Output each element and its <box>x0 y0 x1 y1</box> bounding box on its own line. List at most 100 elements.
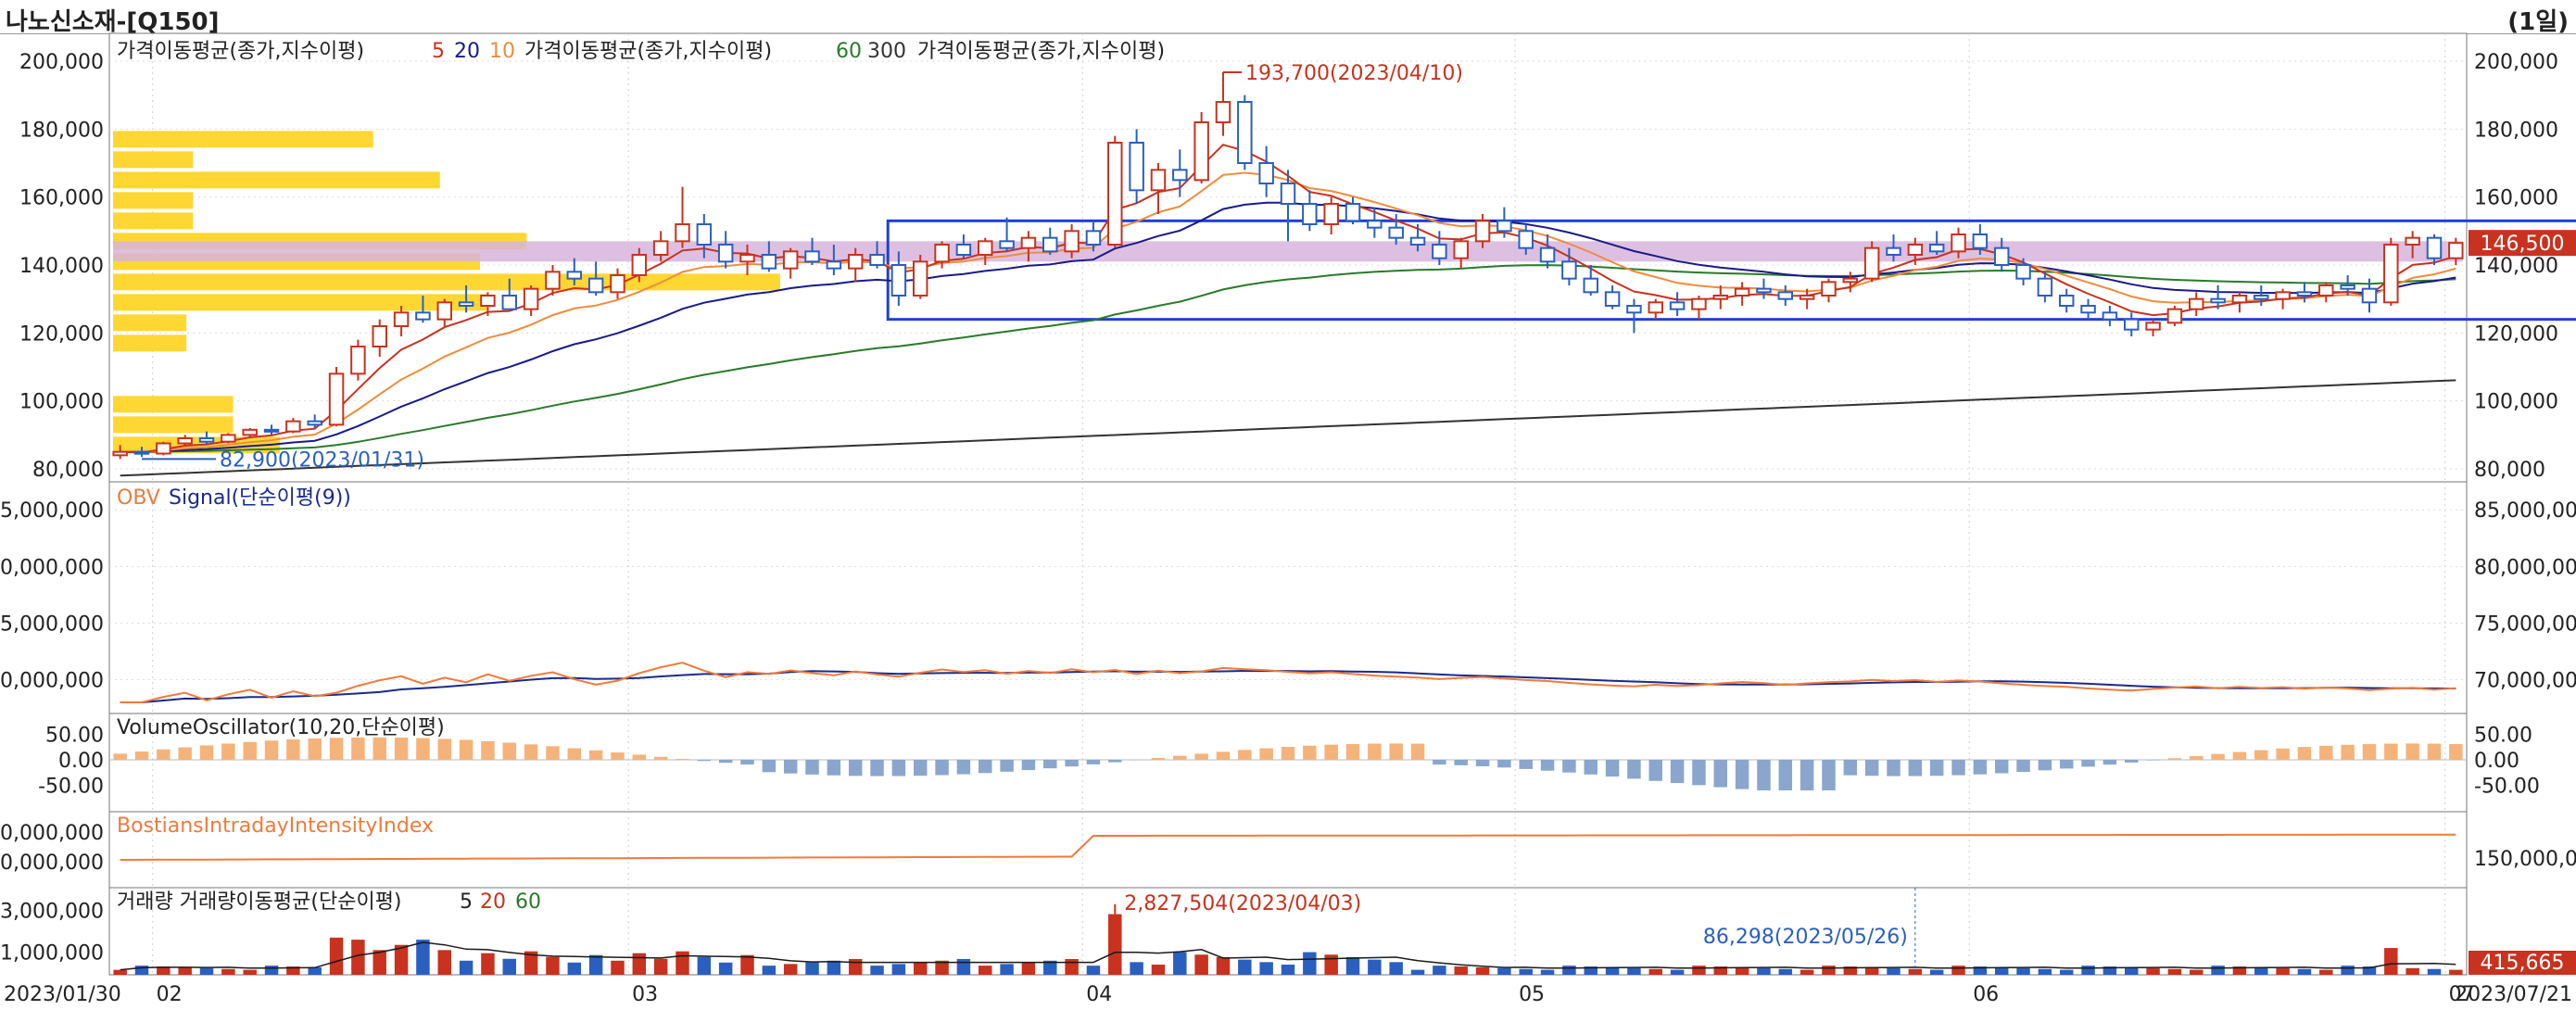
vo-bar <box>2362 744 2377 760</box>
volume-profile-bar <box>113 294 487 311</box>
vo-bar <box>1757 760 1771 790</box>
price-tick-label: 180,000 <box>19 119 104 142</box>
volume-bar <box>1345 956 1360 975</box>
vo-tick-label: 50.00 <box>45 725 104 748</box>
vo-bar <box>870 760 884 776</box>
volume-bar <box>2038 968 2052 975</box>
vo-bar <box>2406 743 2419 760</box>
volume-legend: 거래량 거래량이동평균(단순이평) <box>117 890 402 914</box>
vo-bar <box>157 749 170 760</box>
volume-bar <box>1303 952 1317 975</box>
price-right-tick-label: 100,000 <box>2474 391 2558 414</box>
candle-body <box>1474 220 1491 243</box>
price-right-tick-label: 120,000 <box>2474 322 2558 346</box>
volume-bar <box>762 966 777 975</box>
volume-bar <box>2427 968 2442 975</box>
vo-bar <box>891 760 906 776</box>
candle-body <box>1777 291 1794 300</box>
volume-bar <box>1410 969 1425 975</box>
vo-bar <box>1216 751 1231 760</box>
vo-bar <box>1929 760 1944 776</box>
vo-bar <box>1843 760 1858 776</box>
candle-body <box>847 254 864 270</box>
vo-bar <box>1735 760 1749 789</box>
volume-bar <box>1994 966 2009 975</box>
candle-body <box>1951 234 1966 253</box>
price-legend-ma2: 가격이동평균(종가,지수이평) <box>524 40 772 63</box>
vo-bar <box>1497 760 1511 768</box>
candle-body <box>652 240 669 257</box>
volume-bar <box>1864 966 1879 975</box>
candle-body <box>912 260 928 297</box>
volume-bar <box>2319 969 2333 975</box>
vo-bar <box>1822 760 1836 790</box>
signal-legend: Signal(단순이평(9)) <box>169 486 351 510</box>
volume-bar <box>1238 959 1252 975</box>
vo-bar <box>1562 760 1576 773</box>
vo-bar <box>2146 760 2160 761</box>
candle-body <box>1496 220 1512 233</box>
price-legend-ma1: 가격이동평균(종가,지수이평) <box>117 40 364 63</box>
volume-bar <box>1173 952 1187 975</box>
candle-body <box>2189 297 2204 310</box>
vo-legend: VolumeOscillator(10,20,단순이평) <box>117 716 445 739</box>
volume-bar <box>2297 968 2312 975</box>
vo-bar <box>1994 760 2009 774</box>
volume-bar <box>157 966 170 975</box>
period-label: (1일) <box>2507 8 2569 36</box>
volume-legend-5: 5 <box>460 890 473 914</box>
price-right-tick-label: 160,000 <box>2474 187 2558 210</box>
vo-bar <box>199 745 214 760</box>
candle-body <box>1907 244 1924 256</box>
vo-bar <box>2059 760 2074 769</box>
obv-legend: OBV <box>117 486 160 510</box>
volume-bar <box>373 950 386 975</box>
current-price-tag <box>2469 230 2576 257</box>
vo-bar <box>2167 758 2182 760</box>
bii-legend: BostiansIntradayIntensityIndex <box>117 814 434 838</box>
vo-bar <box>524 744 538 760</box>
volume-bar <box>1194 954 1208 975</box>
price-legend-300: 300 <box>867 40 906 63</box>
vo-bar <box>805 760 819 775</box>
panel-frame-vo <box>108 713 2468 813</box>
vo-bar <box>1648 760 1663 781</box>
volume-legend-20: 20 <box>480 890 506 914</box>
volume-bar <box>1973 966 1988 975</box>
volume-profile-bar <box>113 151 194 169</box>
volume-bar <box>286 966 300 975</box>
candle-body <box>221 434 236 443</box>
candle-body <box>1367 220 1383 229</box>
vo-bar <box>2125 760 2139 763</box>
candle-body <box>1993 246 2010 266</box>
vo-bar <box>1973 760 1988 775</box>
candle-body <box>133 450 150 455</box>
volume-bar <box>2190 969 2203 975</box>
vo-bar <box>2232 751 2247 760</box>
candle-body <box>1886 246 1901 256</box>
vo-bar <box>329 738 344 760</box>
vo-bar <box>1410 743 1425 760</box>
volume-bar <box>1043 960 1057 975</box>
candle-body <box>2124 318 2140 331</box>
volume-bar <box>827 960 841 975</box>
volume-bar <box>134 966 149 975</box>
candle-body <box>1193 121 1209 182</box>
candle-body <box>1821 281 1837 297</box>
vo-bar <box>2297 747 2312 760</box>
volume-bar <box>2449 969 2463 975</box>
vo-bar <box>2016 760 2030 773</box>
vo-bar <box>1368 743 1382 760</box>
volume-bar <box>416 940 430 975</box>
bii-tick-label: 100,000,000 <box>0 852 104 875</box>
candle-body <box>1150 169 1167 192</box>
vo-bar <box>1475 760 1490 766</box>
volume-bar <box>1584 966 1597 975</box>
candle-body <box>739 254 755 263</box>
vo-bar <box>1108 760 1122 763</box>
candle-body <box>307 420 322 426</box>
price-right-tick-label: 140,000 <box>2474 255 2558 278</box>
volume-min-annotation: 86,298(2023/05/26) <box>1703 926 1908 949</box>
volume-bar <box>783 964 798 975</box>
